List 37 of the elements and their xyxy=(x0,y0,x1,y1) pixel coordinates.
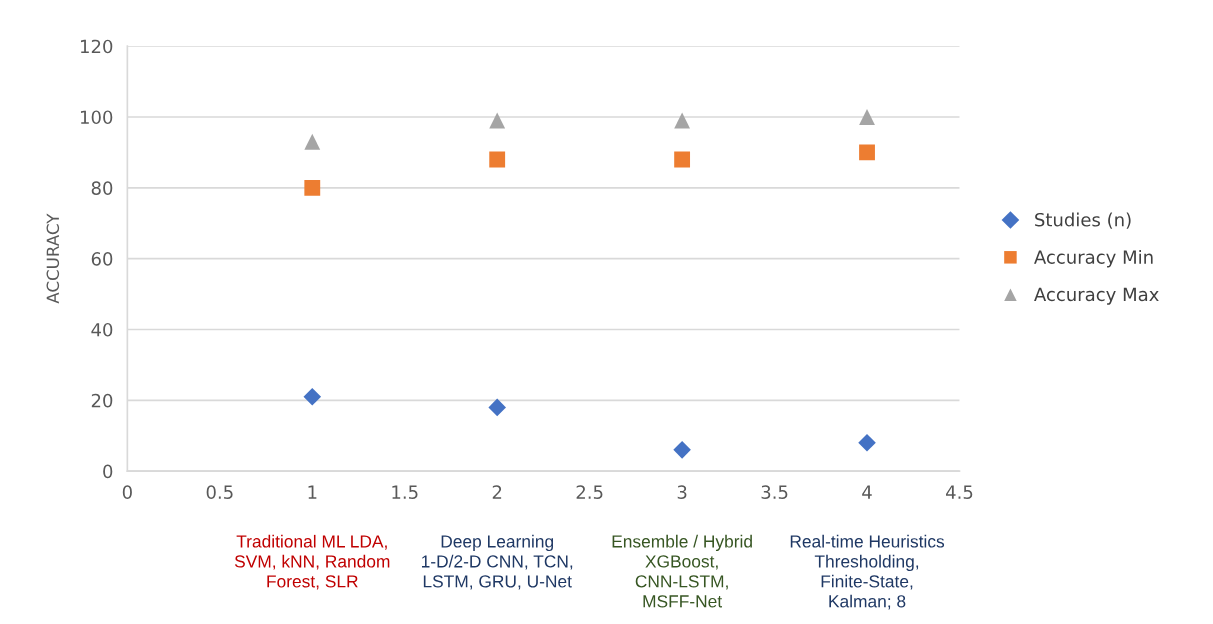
x-tick-label: 3.5 xyxy=(761,485,788,499)
x-tick-label: 3 xyxy=(677,485,687,499)
point xyxy=(673,441,691,459)
point xyxy=(859,144,875,161)
x-tick-label: 1 xyxy=(308,485,317,499)
y-tick-label: 100 xyxy=(81,110,113,125)
y-tick-label: 40 xyxy=(91,322,113,337)
point xyxy=(489,112,506,129)
legend-label: Accuracy Min xyxy=(1034,249,1153,268)
legend-label: Studies (n) xyxy=(1035,212,1131,229)
y-tick-label: 20 xyxy=(91,393,113,408)
point xyxy=(303,387,322,406)
x-tick-label: 0.5 xyxy=(206,485,233,499)
y-tick-label: 120 xyxy=(81,39,113,54)
x-tick-label: 1.5 xyxy=(392,485,418,499)
point xyxy=(674,112,691,129)
point xyxy=(859,109,875,125)
text: Deep Learning 1-D/2-D CNN, TCN, LSTM, GRU, U-Net xyxy=(421,534,573,590)
x-tick-label: 0 xyxy=(122,485,132,499)
x-tick-label: 2 xyxy=(492,485,502,499)
point xyxy=(858,434,876,452)
point xyxy=(674,151,691,168)
x-tick-label: 4.5 xyxy=(946,485,973,499)
y-tick-label: 0 xyxy=(103,464,113,479)
y-tick-label: 80 xyxy=(91,181,113,195)
text: Real-time Heuristics Thresholding, Finite-State, Kalman; 8 xyxy=(790,534,945,610)
text: Traditional ML LDA, SVM, kNN, Random Forest, SLR xyxy=(234,534,390,590)
y-tick-label: 60 xyxy=(91,252,113,266)
text: Ensemble / Hybrid XGBoost, CNN-LSTM, MSFF-Net xyxy=(612,534,752,608)
point xyxy=(488,398,506,417)
point xyxy=(489,151,506,168)
x-tick-label: 2.5 xyxy=(576,485,603,499)
legend-label: Accuracy Max xyxy=(1034,287,1159,305)
y-axis-title: ACCURACY xyxy=(46,213,60,304)
x-tick-label: 4 xyxy=(862,485,872,499)
point xyxy=(304,133,321,150)
point xyxy=(304,179,321,196)
